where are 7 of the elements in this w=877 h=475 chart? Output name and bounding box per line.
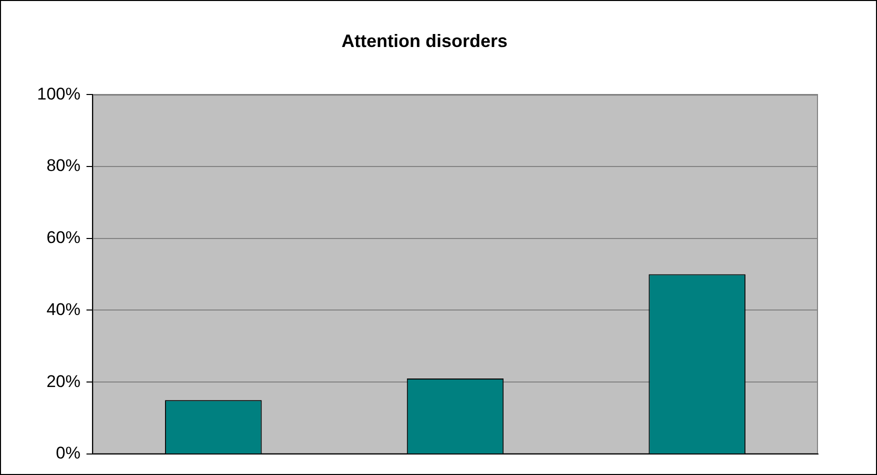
y-tick-label: 40% <box>46 300 80 319</box>
chart-title: Attention disorders <box>341 30 508 51</box>
y-tick-label: 100% <box>36 84 80 104</box>
y-tick-label: 0% <box>56 444 80 463</box>
y-tick-label: 80% <box>46 156 80 176</box>
y-tick-label: 20% <box>46 372 80 391</box>
y-tick-label: 60% <box>46 228 80 248</box>
